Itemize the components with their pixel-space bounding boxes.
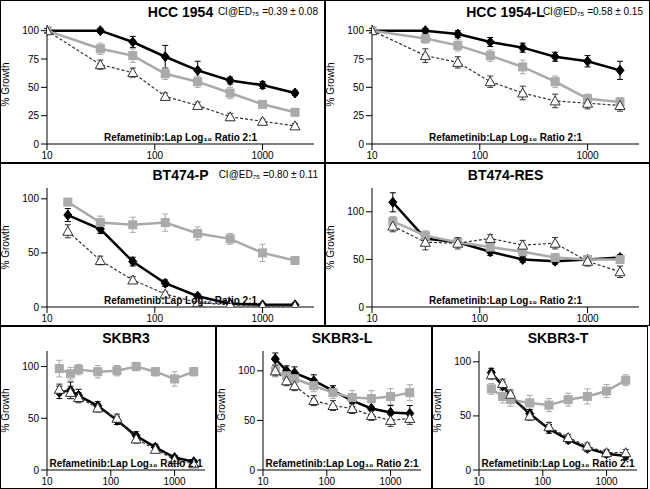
html-text:BT474-P: BT474-P [152,167,209,183]
svg-text:% Growth: % Growth [326,226,336,270]
svg-text:10: 10 [366,150,378,161]
html-text:SKBR3: SKBR3 [102,330,150,346]
svg-text:100: 100 [102,476,119,487]
html-text:HCC 1954 CI@ED₇₅ =0.39 ± 0.08: HCC 1954 CI@ED₇₅ =0.39 ± 0.08 [147,4,318,20]
svg-text:75: 75 [28,54,40,65]
html-text:SKBR3-T: SKBR3-T [527,330,589,346]
svg-text:50: 50 [28,413,40,424]
html-text:BT474-RES: BT474-RES [467,167,544,183]
svg-text:10: 10 [257,476,269,487]
html-text:SKBR3-L: SKBR3-L [311,330,373,346]
html-text:CI@ED₇₅ =0.80 ± 0.11: CI@ED₇₅ =0.80 ± 0.11 [218,169,318,180]
svg-text:100: 100 [454,356,471,367]
svg-text:0: 0 [33,139,39,150]
svg-text:100: 100 [22,361,39,372]
svg-text:100: 100 [318,476,335,487]
svg-text:0: 0 [465,465,471,476]
svg-text:1000: 1000 [595,476,618,487]
svg-text:% Growth: % Growth [326,63,336,107]
svg-text:100: 100 [347,25,364,36]
svg-text:0: 0 [358,302,364,313]
svg-text:100: 100 [534,476,551,487]
svg-text:1000: 1000 [251,313,274,324]
html-text:Refametinib:Lap Log₁₀ Ratio 2:: Refametinib:Lap Log₁₀ Ratio 2:1 [428,295,582,306]
svg-text:1000: 1000 [576,150,599,161]
svg-text:0: 0 [358,139,364,150]
svg-text:% Growth: % Growth [217,389,227,433]
svg-text:50: 50 [244,415,256,426]
html-text:Refametinib:Lap Log₁₀ Ratio 2:: Refametinib:Lap Log₁₀ Ratio 2:1 [49,458,203,469]
svg-text:0: 0 [33,465,39,476]
svg-text:25: 25 [353,110,365,121]
svg-text:% Growth: % Growth [8,226,11,270]
svg-text:% Growth: % Growth [8,389,11,433]
svg-text:1000: 1000 [251,150,274,161]
svg-text:50: 50 [460,410,472,421]
svg-text:25: 25 [28,110,40,121]
svg-text:% Growth: % Growth [8,63,11,107]
svg-text:10: 10 [366,313,378,324]
svg-text:100: 100 [22,25,39,36]
svg-text:100: 100 [22,193,39,204]
svg-text:0: 0 [33,302,39,313]
html-text:Refametinib:Lap Log₁₀ Ratio 2:: Refametinib:Lap Log₁₀ Ratio 2:1 [265,458,419,469]
svg-text:50: 50 [28,247,40,258]
html-text:Refametinib:Lap Log₁₀ Ratio 2:: Refametinib:Lap Log₁₀ Ratio 2:1 [428,132,582,143]
svg-text:75: 75 [353,54,365,65]
svg-text:% Growth: % Growth [433,389,443,433]
html-text:Refametinib:Lap Log₁₀ Ratio 2:: Refametinib:Lap Log₁₀ Ratio 2:1 [103,295,257,306]
html-text:Refametinib:Lap Log₁₀ Ratio 2:: Refametinib:Lap Log₁₀ Ratio 2:1 [481,458,635,469]
svg-text:1000: 1000 [576,313,599,324]
svg-text:100: 100 [146,150,163,161]
html-text:CI@ED₇₅ =0.58 ± 0.15: CI@ED₇₅ =0.58 ± 0.15 [542,6,643,17]
svg-text:100: 100 [146,313,163,324]
svg-text:50: 50 [353,254,365,265]
svg-text:100: 100 [471,313,488,324]
svg-text:100: 100 [238,365,255,376]
svg-text:10: 10 [41,476,53,487]
svg-text:1000: 1000 [163,476,186,487]
svg-text:50: 50 [28,82,40,93]
svg-text:50: 50 [353,82,365,93]
svg-text:0: 0 [249,465,255,476]
svg-text:100: 100 [471,150,488,161]
svg-text:10: 10 [473,476,485,487]
svg-text:10: 10 [41,313,53,324]
html-text:HCC 1954-L: HCC 1954-L [466,4,545,20]
svg-text:1000: 1000 [379,476,402,487]
svg-text:10: 10 [41,150,53,161]
svg-text:100: 100 [347,206,364,217]
html-text:Refametinib:Lap Log₁₀ Ratio 2:: Refametinib:Lap Log₁₀ Ratio 2:1 [103,132,257,143]
